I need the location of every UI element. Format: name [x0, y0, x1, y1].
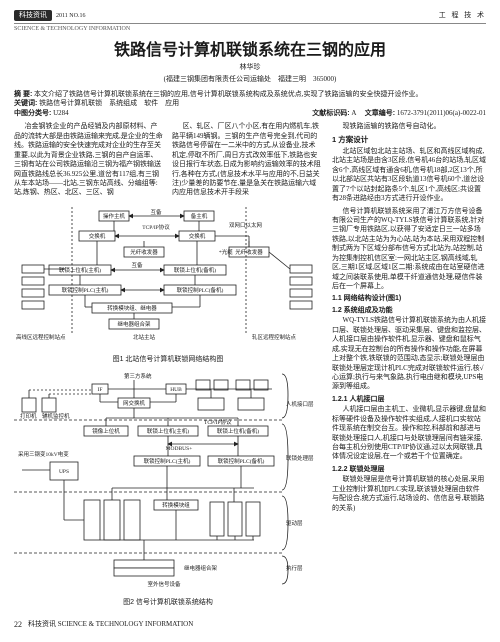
footer-journal: 科技资讯 SCIENCE & TECHNOLOGY INFORMATION [28, 620, 193, 629]
figure-2: 人机接口层 联锁处理层 驱动层 执行层 第三方系统 [14, 370, 322, 607]
article-title: 铁路信号计算机联锁系统在三钢的应用 [14, 40, 486, 62]
fig2-extsw: 网交换机 [123, 399, 146, 407]
header-subtitle: SCIENCE & TECHNOLOGY INFORMATION [14, 25, 486, 33]
para-r4: 人机接口层由主机工、业微机,显示器键,盘鼠和标等硬件设备及操作软件实组成,人接机… [332, 405, 486, 462]
fig2-layer-lock: 联锁处理层 [286, 454, 314, 462]
fig1-convgroup: 转换模块组、继电器 [107, 304, 157, 312]
fig2-plcback: 联锁控制PLC(备机) [218, 457, 265, 465]
issue-label: 2011 NO.16 [56, 12, 85, 20]
doctype-text: A [351, 109, 356, 117]
author-line: 林华珍 [14, 63, 486, 72]
fig1-centerzone: 北站主站 [133, 333, 156, 341]
fig1-leftzone: 高线区远程控制站点 [16, 333, 66, 341]
page-header: 科技资讯 2011 NO.16 工 程 技 术 [14, 10, 486, 24]
fig1-plc-main: 联锁控制PLC(主机) [62, 286, 109, 294]
fig2-tcpip: TCP/IP协议 [204, 418, 232, 426]
left-column: 冶金钢铁企业的产品经销及内部原材料、产品的流转大部是由铁路运输来完成,是企业的生… [14, 122, 322, 613]
keywords-label: 关键词: [14, 100, 37, 107]
fig2-plcmain: 联锁控制PLC(主机) [144, 457, 191, 465]
affiliation: (福建三钢集团有限责任公司运输处 福建三明 365000) [14, 75, 486, 84]
heading-12: 1.2 系统组成及功能 [332, 306, 486, 315]
fig1-il-back: 联锁上位机(备机) [174, 266, 216, 274]
fig2-if: IF [98, 387, 103, 393]
fig2-ilmain2: 联锁上位机(主机) [147, 427, 189, 435]
fig1-rightzone: 轧区远程控制站点 [252, 333, 297, 341]
para-r0: 现铁路运输的铁路信号自动化。 [332, 122, 486, 131]
fig2-hub: HUB [170, 387, 182, 393]
artno-label: 文章编号: [365, 110, 395, 117]
heading-121: 1.2.1 人机接口层 [332, 395, 486, 404]
keywords-text: 铁路信号计算机联锁 系统组成 软件 应用 [39, 99, 179, 107]
fig1-redundant: 互备 [150, 208, 162, 216]
figure-1: 操作主机 备主机 互备 TCP/IP协议 交换机 交换机 双 [14, 207, 322, 364]
fig2-ups: UPS [59, 469, 69, 475]
fig2-convgrp: 转换模块组 [162, 501, 190, 509]
fig2-caption: 图2 信号计算机联锁系统结构 [14, 598, 322, 607]
fig1-conv1: 光纤收发器 [130, 248, 158, 256]
fig2-layer-ui: 人机接口层 [286, 400, 314, 408]
fig2-layer-exec: 执行层 [286, 564, 303, 572]
para-l2: 区、轧区、厂区八个小区,有在用内燃机车,铁路平辆149辆钢。三钢的生产信号完全到… [172, 122, 322, 198]
heading-122: 1.2.2 联锁处理层 [332, 465, 486, 474]
right-column: 现铁路运输的铁路信号自动化。 1 方案设计 北站区域包北站主站场、轧区和高线区域… [332, 122, 486, 613]
heading-1: 1 方案设计 [332, 135, 486, 145]
section-label: 工 程 技 术 [439, 11, 486, 20]
fig1-tcpip: TCP/IP协议 [142, 223, 170, 231]
para-l1: 冶金钢铁企业的产品经销及内部原材料、产品的流转大部是由铁路运输来完成,是企业的生… [14, 122, 164, 198]
fig1-sw1: 交换机 [89, 232, 106, 240]
journal-badge: 科技资讯 [14, 10, 52, 21]
fig1-conv2: 光纤收发器 [235, 248, 263, 256]
fig2-printer: 打印机 [20, 412, 37, 420]
fig2-ups-label: 采用三钢变10kV电变 [18, 450, 69, 458]
fig1-relay: 继电器组合架 [117, 320, 151, 328]
fig1-optical: *光缆 [219, 248, 233, 256]
fig1-il-main: 联锁上位机(主机) [59, 266, 101, 274]
fig2-aux: 辅机监控机 [42, 412, 70, 420]
abstract-block: 摘 要: 本文介绍了铁路信号计算机联锁系统在三钢的应用,信号计算机联锁系统构成及… [14, 90, 486, 118]
para-r2: 信号计算机联锁系统采用了浦江万方信号设备有限公司生产的WQ-TYLS铁信号计算联… [332, 207, 486, 292]
abstract-text: 本文介绍了铁路信号计算机联锁系统在三钢的应用,信号计算机联锁系统构成及系统优点,… [34, 90, 423, 98]
fig2-ilback2: 联锁上位机(备机) [217, 427, 259, 435]
heading-11: 1.1 网络结构设计(图1) [332, 294, 486, 303]
page-number: 22 [14, 620, 22, 631]
fig1-caption: 图1 北站信号计算机联锁网络结构图 [14, 355, 322, 364]
abstract-label: 摘 要: [14, 91, 32, 98]
fig1-oper-backup: 备主机 [191, 212, 208, 220]
clc-text: U284 [53, 109, 69, 117]
fig2-modbus: MODBUS+ [166, 446, 193, 452]
fig2-third: 第三方系统 [124, 372, 152, 380]
para-r3: WQ-TYLS铁路信号计算机联锁系统为由人机接口层、联锁处理层、驱动采集层、键盘… [332, 316, 486, 392]
fig1-redundant2: 互备 [131, 261, 143, 269]
clc-label: 中图分类号: [14, 110, 51, 117]
para-r5: 联锁处理层是信号计算机联锁的核心处层,采用工业控制计算机加PLC实现,联该锁处理… [332, 475, 486, 513]
fig1-sw2: 交换机 [189, 232, 206, 240]
fig2-mirror: 镜像上位机 [92, 427, 120, 435]
artno-text: 1672-3791(2011)06(a)-0022-01 [397, 109, 486, 117]
fig2-field: 室外信号设备 [147, 580, 181, 588]
fig1-plc-back: 联锁控制PLC(备机) [177, 286, 224, 294]
para-r1: 北站区域包北站主站场、轧区和高线区域构成,北站主站场是由含3区段,信号机46台的… [332, 147, 486, 204]
fig2-relay2: 继电器组合架 [184, 564, 218, 572]
fig1-oper-main: 操作主机 [103, 212, 126, 220]
doctype-label: 文献标识码: [312, 110, 349, 117]
page-footer: 22 科技资讯 SCIENCE & TECHNOLOGY INFORMATION [14, 620, 486, 631]
fig2-layer-drive: 驱动层 [286, 520, 303, 527]
